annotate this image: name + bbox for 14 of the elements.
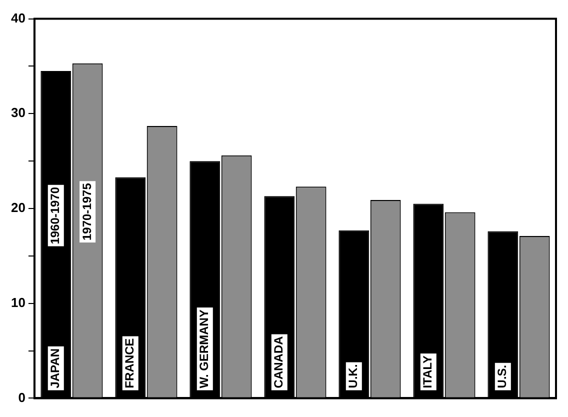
x-tick-label: CANADA xyxy=(272,336,286,388)
y-tick-label: 10 xyxy=(10,294,26,310)
y-tick-label: 40 xyxy=(10,10,26,26)
x-tick-label: JAPAN xyxy=(48,348,62,388)
x-tick-label: W. GERMANY xyxy=(197,310,212,388)
x-tick-label: U.S. xyxy=(495,364,510,388)
series-label: 1970-1975 xyxy=(80,182,94,241)
x-tick-label: FRANCE xyxy=(122,338,137,388)
y-tick-label: 30 xyxy=(10,105,26,120)
y-tick-label: 0 xyxy=(18,390,26,405)
y-tick-label: 20 xyxy=(10,200,26,216)
x-tick-label: ITALY xyxy=(420,356,435,388)
series-label: 1960-1970 xyxy=(48,186,62,244)
x-tick-label: U.K. xyxy=(346,364,360,388)
